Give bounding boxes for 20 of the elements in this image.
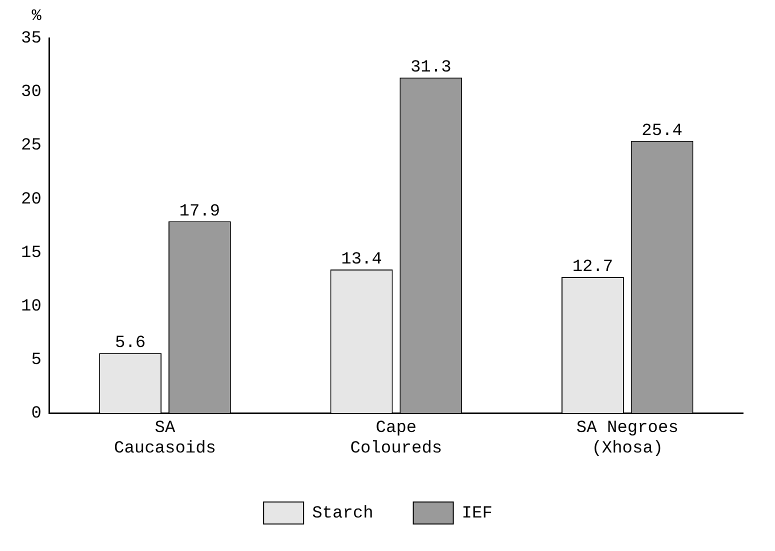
legend-label: IEF bbox=[462, 504, 492, 524]
x-tick-label: SA Negroes (Xhosa) bbox=[576, 418, 678, 458]
y-tick-label: 25 bbox=[20, 136, 42, 156]
data-label: 12.7 bbox=[572, 258, 614, 278]
y-tick-label: 35 bbox=[20, 30, 42, 48]
legend-label: Starch bbox=[312, 504, 374, 524]
y-tick-label: 20 bbox=[20, 190, 42, 210]
data-label: 13.4 bbox=[341, 250, 382, 270]
y-tick-label: 10 bbox=[20, 298, 42, 316]
x-tick-label: SA Caucasoids bbox=[114, 418, 216, 458]
data-label: 31.3 bbox=[410, 58, 452, 78]
y-tick-label: 0 bbox=[31, 404, 42, 424]
data-label: 5.6 bbox=[115, 334, 146, 354]
y-axis-title: % bbox=[32, 7, 42, 26]
y-tick-label: 5 bbox=[31, 351, 42, 370]
y-tick-label: 15 bbox=[20, 244, 42, 263]
y-tick-label: 30 bbox=[20, 83, 42, 102]
data-label: 17.9 bbox=[179, 202, 220, 222]
x-tick-label: Cape Coloureds bbox=[350, 418, 442, 458]
data-label: 25.4 bbox=[642, 122, 682, 141]
